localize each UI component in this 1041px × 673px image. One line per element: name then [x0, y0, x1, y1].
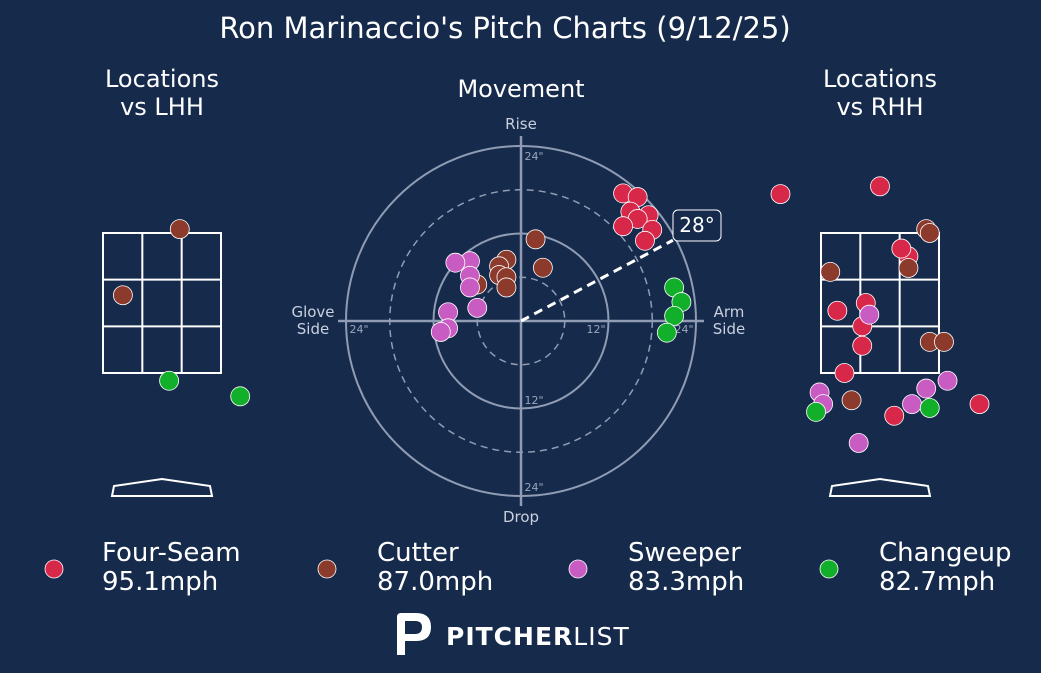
locations-rhh-title-line-2: vs RHH [836, 93, 923, 121]
legend-name-cutter: Cutter [377, 538, 459, 568]
strike-zone-border [820, 232, 940, 374]
pitch-point-sweeper [937, 370, 958, 391]
legend-speed-cutter: 87.0mph [377, 567, 493, 597]
pitch-point-changeup [806, 401, 826, 422]
pitch-point-changeup [230, 386, 251, 407]
locations-rhh-title-line-1: Locations [823, 65, 937, 93]
movement-axis-label-rise: Rise [505, 115, 537, 133]
pitch-point-four-seam [870, 176, 890, 197]
movement-point-cutter [525, 229, 546, 250]
pitch-point-four-seam [770, 184, 791, 205]
pitch-point-changeup [159, 370, 180, 391]
pitch-point-four-seam [834, 363, 855, 383]
locations-lhh-title-line-1: Locations [105, 65, 219, 93]
legend: Four-Seam 95.1mph Cutter 87.0mph Sweeper… [44, 538, 1012, 597]
legend-marker-changeup [819, 559, 839, 579]
pitcherlist-wordmark: PITCHERLIST [446, 622, 630, 651]
pitch-point-cutter [919, 223, 940, 243]
legend-speed-four-seam: 95.1mph [102, 567, 218, 597]
legend-marker-sweeper [568, 559, 588, 579]
movement-point-four-seam [635, 230, 655, 251]
pitch-point-four-seam [969, 394, 990, 415]
ring-label-right: 24" [674, 323, 693, 336]
brand-bold: PITCHER [446, 622, 573, 651]
pitch-point-cutter [934, 331, 954, 352]
pitch-point-cutter [820, 261, 841, 282]
locations-lhh-panel: Locations vs LHH [102, 65, 251, 497]
pitcherlist-logo: PITCHERLIST [397, 613, 630, 655]
pitch-point-sweeper [859, 304, 880, 325]
ring-label-mid-bottom: 12" [524, 394, 543, 407]
locations-rhh-panel: Locations vs RHH [770, 65, 990, 497]
pitch-point-cutter [169, 219, 190, 240]
legend-name-sweeper: Sweeper [628, 538, 741, 568]
pitch-point-cutter [841, 390, 862, 411]
movement-axis-label-arm-line-2: Side [713, 320, 745, 338]
movement-point-four-seam [613, 216, 633, 237]
legend-name-four-seam: Four-Seam [102, 538, 241, 568]
pitch-point-four-seam [827, 300, 848, 321]
movement-points [430, 183, 692, 343]
ring-label-mid-right: 12" [586, 323, 605, 336]
legend-name-changeup: Changeup [879, 538, 1012, 568]
home-plate-lhh [110, 477, 214, 497]
movement-axis-label-drop: Drop [503, 508, 539, 526]
ring-label-top: 24" [524, 150, 543, 163]
pitch-point-four-seam [891, 238, 912, 259]
pitch-point-changeup [919, 398, 940, 418]
strike-zone-border [102, 232, 222, 374]
pitch-point-cutter [898, 258, 919, 278]
arm-angle-box [672, 209, 722, 242]
movement-point-changeup [664, 305, 685, 326]
pitch-point-sweeper [902, 394, 922, 415]
brand-light: LIST [573, 622, 629, 651]
movement-axis-label-glove-line-2: Side [297, 320, 329, 338]
arm-angle-line [520, 238, 674, 323]
legend-speed-sweeper: 83.3mph [628, 567, 744, 597]
locations-lhh-points [113, 219, 251, 407]
pitch-point-sweeper [916, 378, 937, 399]
legend-marker-cutter [317, 559, 337, 579]
movement-point-cutter [496, 277, 517, 298]
movement-point-sweeper [445, 252, 466, 273]
ring-label-bottom: 24" [524, 481, 543, 494]
pitch-point-cutter [113, 285, 133, 306]
home-plate-rhh [828, 477, 932, 497]
movement-axis-label-arm-line-1: Arm [714, 303, 745, 321]
home-plate-outline [828, 477, 932, 497]
legend-marker-four-seam [44, 559, 64, 579]
pitch-point-four-seam [852, 335, 873, 356]
movement-point-sweeper [430, 322, 451, 342]
pitch-point-four-seam [884, 405, 905, 426]
locations-lhh-title-line-2: vs LHH [120, 93, 204, 121]
movement-point-sweeper [460, 277, 480, 298]
chart-title: Ron Marinaccio's Pitch Charts (9/12/25) [219, 11, 790, 45]
pitch-point-sweeper [848, 433, 869, 453]
movement-panel: Movement Rise Drop Glove Side Arm Side 2… [291, 75, 745, 526]
movement-axis-label-glove-line-1: Glove [291, 303, 334, 321]
movement-point-changeup [656, 322, 677, 343]
movement-point-cutter [532, 257, 553, 278]
arm-angle-label: 28° [679, 213, 714, 237]
pitcherlist-logo-icon [397, 613, 431, 655]
ring-label-left: 24" [349, 323, 368, 336]
locations-rhh-points [770, 176, 990, 453]
home-plate-outline [110, 477, 214, 497]
legend-speed-changeup: 82.7mph [879, 567, 995, 597]
movement-point-sweeper [467, 297, 488, 318]
strike-zone-lhh [102, 232, 222, 374]
movement-title: Movement [457, 75, 584, 103]
